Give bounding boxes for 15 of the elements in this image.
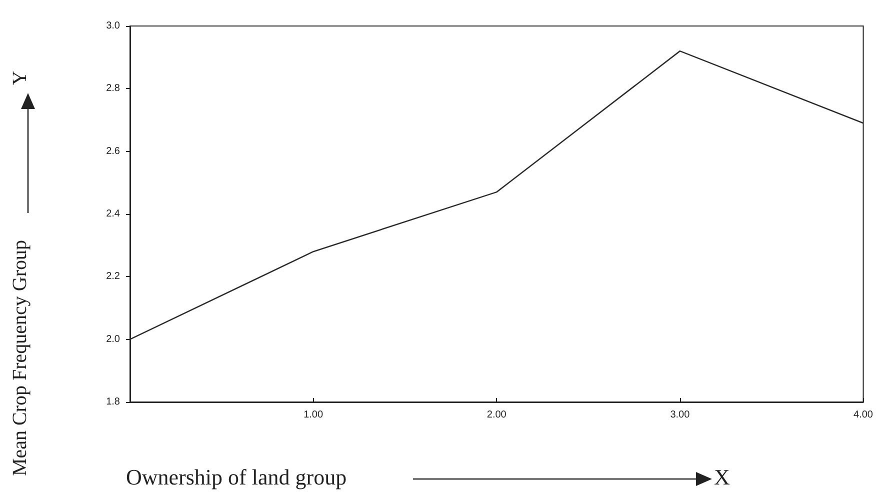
y-tick-label: 3.0 — [106, 20, 120, 32]
y-tick-label: 2.8 — [106, 83, 120, 94]
y-tick-label: 2.2 — [106, 271, 120, 282]
y-axis-title: Mean Crop Frequency Group — [9, 240, 31, 476]
text: Y — [9, 70, 31, 86]
x-axis-title: Ownership of land group — [126, 464, 347, 490]
y-tick-label: 2.4 — [106, 208, 120, 220]
y-tick-label: 2.0 — [106, 334, 120, 345]
text: X — [714, 464, 730, 490]
x-tick-label: 2.00 — [486, 410, 507, 420]
x-tick-label: 1.00 — [304, 410, 324, 420]
x-tick-label: 3.00 — [670, 410, 690, 420]
y-tick-label: 1.8 — [106, 396, 120, 408]
y-tick-label: 2.6 — [106, 146, 120, 157]
x-tick-label: 4.00 — [854, 410, 874, 420]
